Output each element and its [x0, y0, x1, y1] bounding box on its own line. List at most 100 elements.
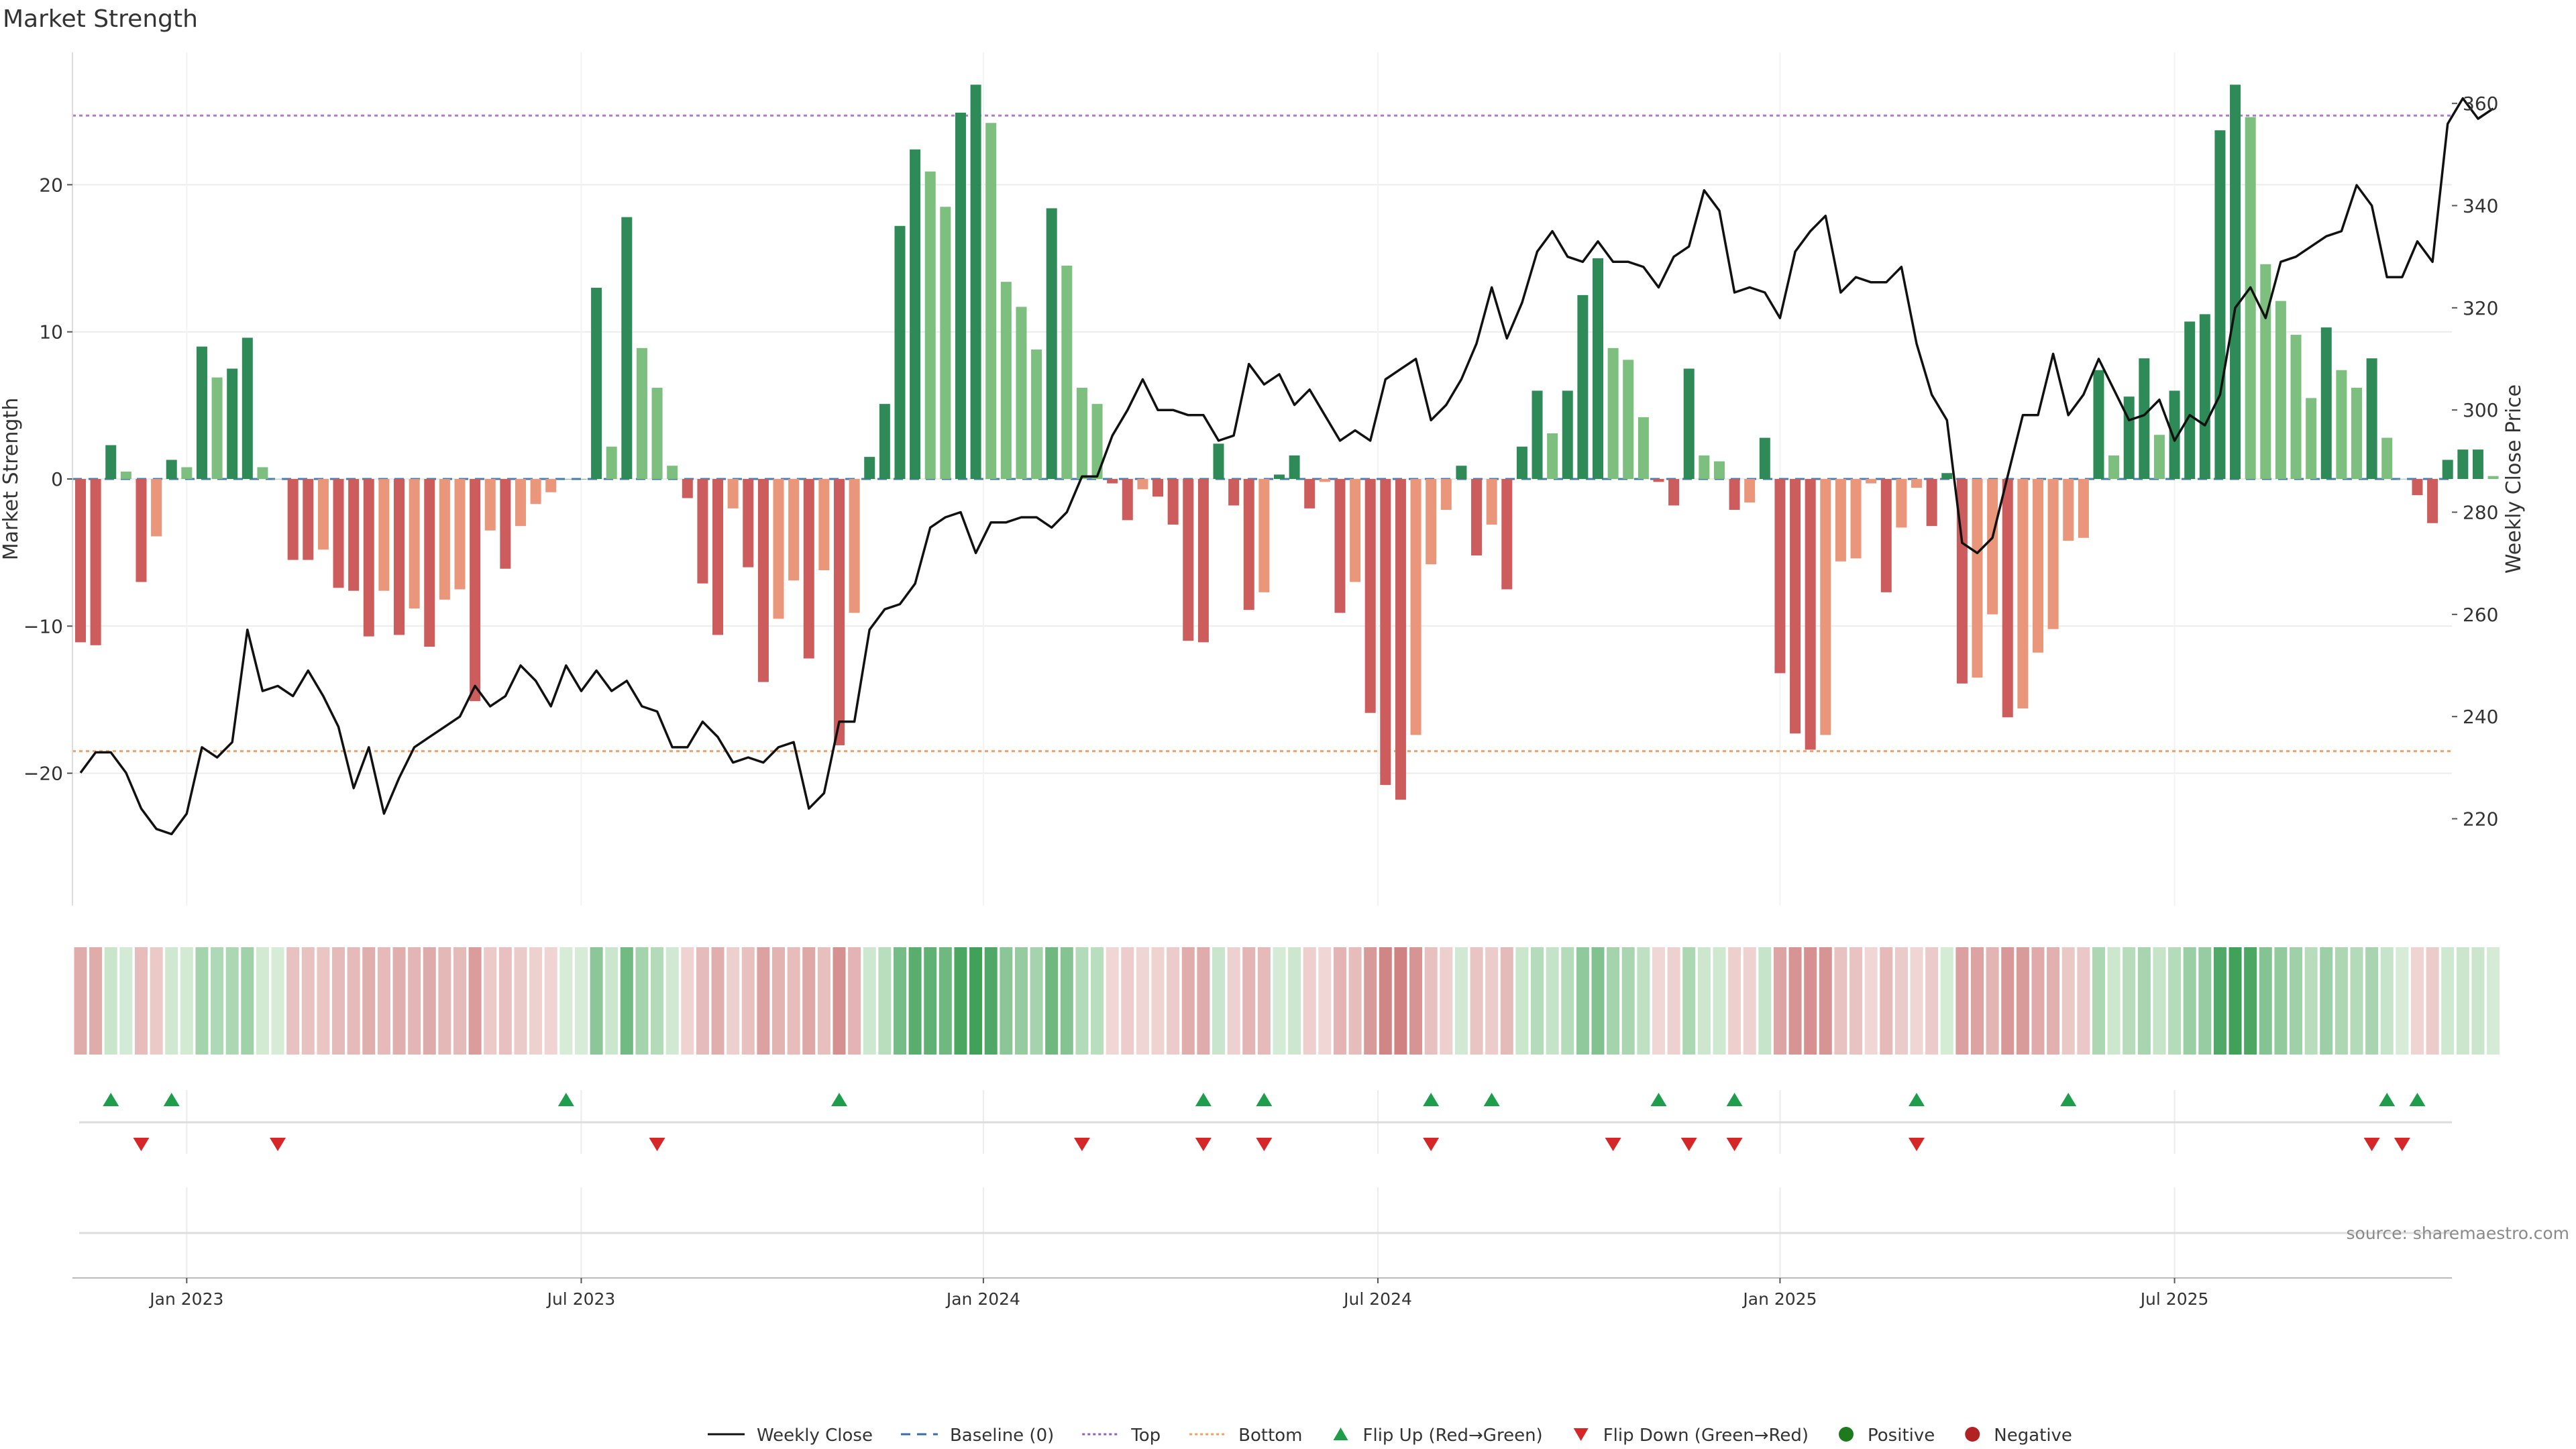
heat-cell — [453, 947, 466, 1055]
flip-down-marker — [1195, 1138, 1212, 1151]
heat-cell — [1288, 947, 1301, 1055]
strength-bar — [424, 479, 435, 647]
heat-cell — [498, 947, 512, 1055]
strength-bar — [1835, 479, 1846, 561]
strength-bar — [1000, 282, 1012, 479]
heat-cell — [1834, 947, 1847, 1055]
heat-cell — [1440, 947, 1453, 1055]
heat-cell — [1894, 947, 1908, 1055]
flip-up-marker — [1650, 1093, 1667, 1106]
y2-axis-label: Weekly Close Price — [2502, 384, 2526, 574]
heat-cell — [1925, 947, 1939, 1055]
strength-bar — [1016, 307, 1027, 479]
strength-heat-strip — [74, 947, 2500, 1055]
heat-cell — [1515, 947, 1529, 1055]
strength-bar — [2381, 437, 2393, 479]
strength-bar — [317, 479, 329, 550]
heat-cell — [1971, 947, 1984, 1055]
y2-tick-label: 320 — [2463, 297, 2498, 319]
heat-cell — [1531, 947, 1544, 1055]
heat-cell — [2426, 947, 2439, 1055]
strength-bar — [348, 479, 360, 591]
strength-bar — [924, 171, 936, 480]
heat-cell — [878, 947, 892, 1055]
heat-cell — [301, 947, 315, 1055]
heat-cell — [2380, 947, 2394, 1055]
heat-cell — [2137, 947, 2151, 1055]
strength-bar — [136, 479, 147, 582]
heat-cell — [1242, 947, 1256, 1055]
legend-swatch — [1965, 1427, 1980, 1442]
legend: Weekly Close Baseline (0) Top Bottom Flip Up… — [708, 1426, 2072, 1446]
heat-cell — [1257, 947, 1271, 1055]
strength-bar — [1046, 208, 1057, 479]
heat-cell — [1621, 947, 1635, 1055]
heat-cell — [1318, 947, 1332, 1055]
strength-bar — [1273, 474, 1285, 479]
flip-up-marker — [1726, 1093, 1743, 1106]
strength-bar — [560, 479, 572, 480]
heat-cell — [635, 947, 649, 1055]
heat-cell — [924, 947, 937, 1055]
flip-down-marker — [1680, 1138, 1697, 1151]
heat-cell — [2304, 947, 2318, 1055]
heat-cell — [1485, 947, 1499, 1055]
heat-cell — [772, 947, 786, 1055]
x-tick-label: Jan 2025 — [1741, 1289, 1817, 1309]
strength-bar — [1593, 258, 1603, 479]
strength-bar — [1486, 479, 1497, 525]
strength-bar — [500, 479, 511, 569]
strength-bar — [2078, 479, 2089, 538]
legend-item: Weekly Close — [708, 1426, 873, 1446]
heat-cell — [1091, 947, 1104, 1055]
heat-cell — [1940, 947, 1953, 1055]
heat-cell — [1303, 947, 1316, 1055]
strength-bar — [1304, 479, 1316, 508]
heat-cell — [1014, 947, 1028, 1055]
heat-cell — [2456, 947, 2469, 1055]
y-tick-label: −10 — [23, 615, 63, 637]
flip-up-marker — [1909, 1093, 1925, 1106]
strength-bar — [1744, 479, 1756, 503]
heat-cell — [317, 947, 330, 1055]
heat-cell — [1728, 947, 1741, 1055]
heat-cell — [2047, 947, 2060, 1055]
legend-swatch — [1573, 1428, 1589, 1441]
strength-bar — [864, 457, 875, 479]
flip-up-marker — [1256, 1093, 1273, 1106]
flip-up-marker — [1483, 1093, 1500, 1106]
heat-cell — [392, 947, 406, 1055]
heat-cell — [1424, 947, 1438, 1055]
strength-bar — [2457, 449, 2469, 479]
heat-cell — [1804, 947, 1817, 1055]
strength-bar — [1941, 473, 1953, 479]
heat-cell — [1880, 947, 1893, 1055]
heat-cell — [1045, 947, 1059, 1055]
strength-bar — [439, 479, 450, 600]
strength-bar — [257, 467, 268, 479]
strength-bar — [818, 479, 830, 570]
heat-cell — [2396, 947, 2409, 1055]
heat-cell — [2016, 947, 2029, 1055]
heat-cell — [1151, 947, 1165, 1055]
strength-bar — [2169, 390, 2180, 479]
chart-title: Market Strength — [3, 5, 198, 33]
heat-cell — [119, 947, 133, 1055]
heat-cell — [787, 947, 800, 1055]
heat-cell — [893, 947, 906, 1055]
heat-cell — [1652, 947, 1665, 1055]
strength-bar — [1547, 433, 1558, 479]
heat-cell — [817, 947, 830, 1055]
strength-bar — [1410, 479, 1421, 735]
heat-cell — [938, 947, 952, 1055]
heat-cell — [2244, 947, 2257, 1055]
heat-cell — [1333, 947, 1346, 1055]
strength-bar — [1228, 479, 1240, 506]
strength-bar — [1880, 479, 1892, 592]
heat-cell — [2441, 947, 2455, 1055]
strength-bar — [363, 479, 374, 637]
strength-bar — [1653, 479, 1664, 482]
strength-bar — [667, 466, 678, 479]
strength-bar — [1213, 443, 1224, 479]
strength-bar — [2214, 130, 2226, 479]
